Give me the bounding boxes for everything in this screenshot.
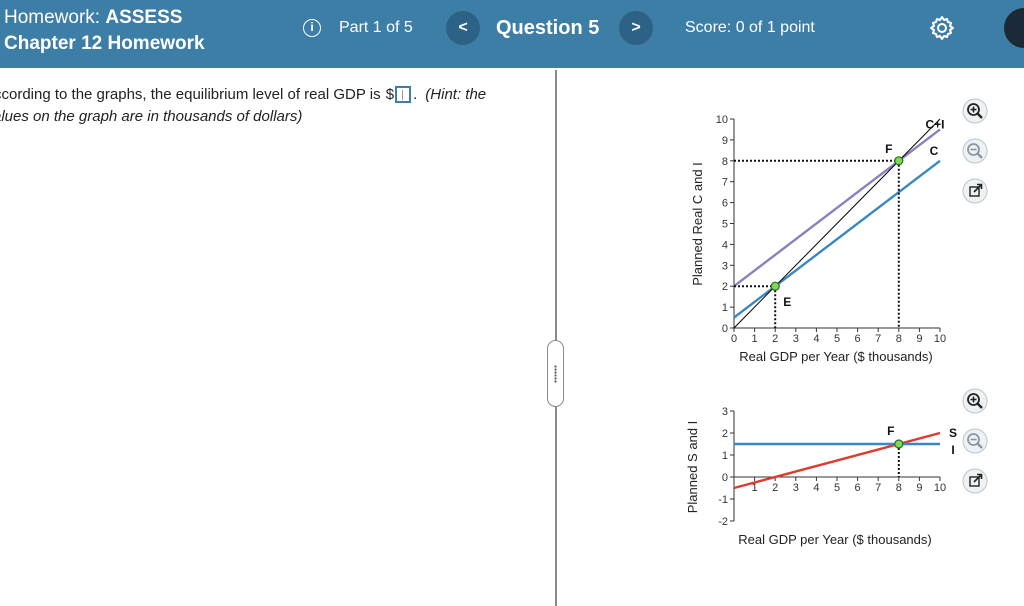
x-tick-label: 10 bbox=[934, 333, 946, 345]
g2-x-axis-label: Real GDP per Year ($ thousands) bbox=[738, 532, 931, 547]
y-tick-label: 7 bbox=[722, 177, 728, 189]
info-icon[interactable]: i bbox=[303, 19, 321, 37]
series-label-c: C bbox=[930, 144, 939, 158]
popout-icon[interactable] bbox=[962, 178, 988, 204]
y-tick-label: 2 bbox=[722, 281, 728, 293]
y-tick-label: 3 bbox=[722, 260, 728, 272]
y-tick-label: 1 bbox=[722, 450, 728, 462]
x-tick-label: 10 bbox=[934, 482, 946, 494]
part-label: Part 1 of 5 bbox=[339, 19, 413, 36]
panel-resize-handle[interactable] bbox=[547, 340, 564, 407]
x-tick-label: 5 bbox=[834, 482, 840, 494]
g2-axes: -2 -1 0 1 2 3 1 2 3 4 5 6 7 8 9 10 bbox=[718, 406, 946, 528]
question-line-2: alues on the graph are in thousands of d… bbox=[0, 106, 540, 128]
grip-dots-icon bbox=[554, 365, 557, 383]
series-line-s bbox=[733, 431, 941, 490]
hint-text: (Hint: the bbox=[425, 86, 487, 103]
reference-45-degree-line bbox=[733, 118, 941, 329]
x-tick-label: 8 bbox=[896, 333, 902, 345]
zoom-out-icon[interactable] bbox=[962, 428, 988, 454]
zoom-in-icon[interactable] bbox=[962, 98, 988, 124]
series-line-ci bbox=[733, 128, 941, 288]
saving-investment-graph: Planned S and I Real GDP per Year ($ tho… bbox=[685, 406, 957, 547]
x-tick-label: 9 bbox=[916, 333, 922, 345]
consumption-investment-graph: Planned Real C and I Real GDP per Year (… bbox=[690, 114, 946, 364]
y-tick-label: 10 bbox=[716, 114, 728, 126]
point-label-f: F bbox=[885, 142, 892, 156]
x-tick-label: 4 bbox=[813, 333, 819, 345]
homework-title: Homework: ASSESS bbox=[4, 4, 182, 31]
g1-axes: 0 1 2 3 4 5 6 7 8 9 10 0 1 2 3 4 5 6 7 8 9 10 bbox=[716, 114, 946, 345]
homework-prefix: Homework: bbox=[4, 7, 106, 28]
header-bar: Homework: ASSESS Chapter 12 Homework i P… bbox=[0, 0, 1024, 68]
question-text: ccording to the graphs, the equilibrium … bbox=[0, 84, 540, 128]
dollar-sign: $ bbox=[385, 86, 395, 103]
score-label: Score: 0 of 1 point bbox=[685, 19, 815, 36]
previous-question-button[interactable]: < bbox=[446, 11, 480, 45]
x-tick-label: 1 bbox=[752, 333, 758, 345]
answer-input[interactable] bbox=[395, 86, 412, 103]
y-tick-label: 6 bbox=[722, 198, 728, 210]
x-tick-label: 7 bbox=[875, 482, 881, 494]
y-tick-label: 3 bbox=[722, 406, 728, 418]
x-tick-label: 3 bbox=[793, 333, 799, 345]
y-tick-label: -2 bbox=[718, 516, 728, 528]
x-tick-label: 8 bbox=[896, 482, 902, 494]
y-tick-label: 2 bbox=[722, 428, 728, 440]
x-tick-label: 4 bbox=[813, 482, 819, 494]
series-line-c bbox=[733, 159, 941, 319]
g1-series: CC+I bbox=[733, 117, 945, 329]
x-tick-label: 6 bbox=[855, 482, 861, 494]
g1-y-axis-label: Planned Real C and I bbox=[690, 162, 705, 286]
y-tick-label: 5 bbox=[722, 219, 728, 231]
popout-icon[interactable] bbox=[962, 468, 988, 494]
g1-points: EF bbox=[734, 142, 904, 328]
x-tick-label: 7 bbox=[875, 333, 881, 345]
x-tick-label: 2 bbox=[772, 333, 778, 345]
series-label-s: S bbox=[949, 426, 957, 440]
y-tick-label: 0 bbox=[722, 323, 728, 335]
homework-name: ASSESS bbox=[105, 7, 183, 28]
x-tick-label: 6 bbox=[855, 333, 861, 345]
x-tick-label: 5 bbox=[834, 333, 840, 345]
chapter-title: Chapter 12 Homework bbox=[4, 33, 205, 54]
x-tick-label: 1 bbox=[752, 482, 758, 494]
y-tick-label: -1 bbox=[718, 494, 728, 506]
point-label-e: E bbox=[783, 295, 791, 309]
question-sentence: ccording to the graphs, the equilibrium … bbox=[0, 86, 381, 103]
g2-y-axis-label: Planned S and I bbox=[685, 421, 700, 514]
x-tick-label: 2 bbox=[772, 482, 778, 494]
g1-x-axis-label: Real GDP per Year ($ thousands) bbox=[739, 349, 932, 364]
hint-continuation: alues on the graph are in thousands of d… bbox=[0, 108, 303, 125]
menu-button[interactable] bbox=[1004, 8, 1024, 48]
gear-icon[interactable] bbox=[928, 14, 956, 42]
x-tick-label: 9 bbox=[916, 482, 922, 494]
zoom-out-icon[interactable] bbox=[962, 138, 988, 164]
x-tick-label: 3 bbox=[793, 482, 799, 494]
panel-divider bbox=[555, 70, 557, 606]
period-mark: . bbox=[413, 86, 418, 103]
series-label-i: I bbox=[951, 443, 954, 457]
question-prefix: ccording to the graphs, the equilibrium … bbox=[0, 84, 486, 106]
point-f bbox=[894, 156, 904, 166]
zoom-in-icon[interactable] bbox=[962, 388, 988, 414]
question-line-1: ccording to the graphs, the equilibrium … bbox=[0, 84, 540, 106]
point-f bbox=[894, 439, 904, 449]
y-tick-label: 0 bbox=[722, 472, 728, 484]
y-tick-label: 9 bbox=[722, 135, 728, 147]
question-label: Question 5 bbox=[496, 17, 600, 39]
point-label-f: F bbox=[887, 424, 894, 438]
y-tick-label: 8 bbox=[722, 156, 728, 168]
g2-series: SI bbox=[733, 426, 957, 490]
x-tick-label: 0 bbox=[731, 333, 737, 345]
y-tick-label: 1 bbox=[722, 302, 728, 314]
g2-points: F bbox=[887, 424, 904, 477]
next-question-button[interactable]: > bbox=[619, 11, 653, 45]
y-tick-label: 4 bbox=[722, 239, 728, 251]
point-e bbox=[770, 281, 780, 291]
